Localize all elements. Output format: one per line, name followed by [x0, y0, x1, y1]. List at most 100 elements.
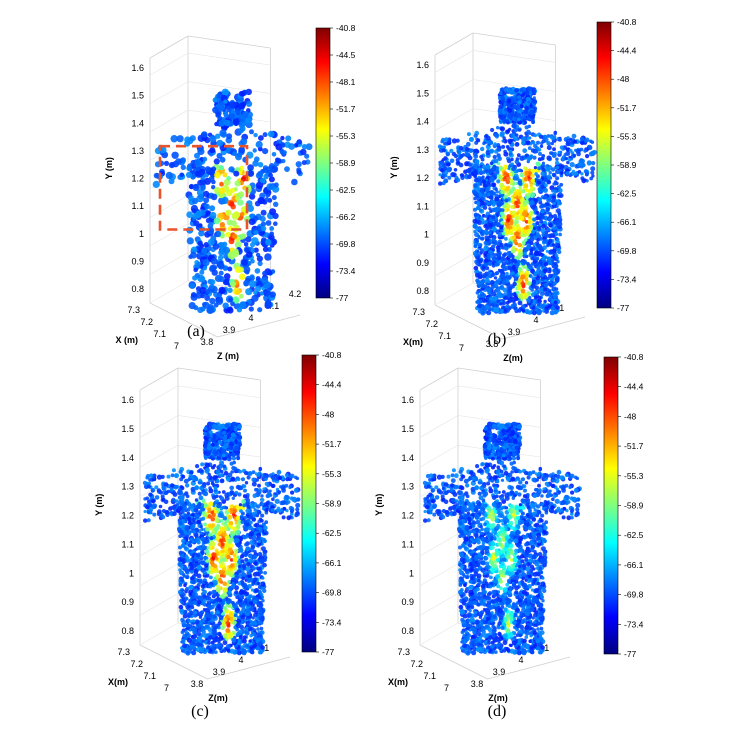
point [555, 165, 559, 170]
z-tick-label: 3.9 [508, 327, 521, 337]
panel-b: 0.80.911.11.21.31.41.51.6Y (m)7.37.27.17… [389, 17, 637, 363]
grid-line [177, 385, 261, 399]
point [521, 309, 526, 313]
point [552, 214, 558, 219]
point [257, 307, 263, 313]
point [206, 592, 211, 597]
point [511, 210, 517, 216]
axis-frame-line [187, 35, 271, 49]
point [539, 237, 543, 241]
point [218, 263, 225, 270]
point [542, 245, 547, 251]
point [227, 112, 236, 120]
point [549, 151, 553, 155]
point [445, 151, 451, 157]
point [473, 212, 478, 217]
point [545, 249, 550, 253]
point [535, 221, 540, 226]
point [534, 172, 538, 176]
point [507, 289, 512, 295]
point [195, 464, 200, 469]
point [543, 220, 547, 225]
point [490, 127, 495, 133]
point [257, 260, 263, 267]
point [551, 243, 556, 247]
point [504, 222, 509, 227]
point [523, 183, 528, 188]
point [465, 146, 470, 152]
point [273, 221, 278, 226]
point [219, 129, 227, 137]
point [252, 493, 258, 499]
point [492, 154, 497, 160]
point [531, 279, 536, 284]
point [502, 118, 507, 124]
point [238, 191, 245, 198]
point [580, 158, 585, 164]
point [551, 287, 555, 292]
point [558, 163, 563, 167]
point [534, 149, 539, 154]
y-tick-label: 1.6 [121, 395, 134, 405]
point [256, 627, 260, 631]
point [197, 171, 204, 178]
point [477, 227, 482, 231]
point [255, 276, 261, 281]
point [236, 152, 243, 158]
grid-line [434, 282, 474, 306]
point [489, 296, 494, 302]
point [543, 203, 547, 208]
point [240, 138, 248, 146]
point [493, 301, 497, 305]
point [509, 178, 514, 183]
panel-caption: (b) [488, 331, 507, 348]
point [527, 281, 532, 286]
point [506, 204, 511, 209]
grid-line [434, 253, 474, 277]
point [440, 139, 445, 144]
point [542, 239, 547, 244]
colorbar-tick-label: -62.5 [617, 189, 637, 199]
point [541, 223, 546, 229]
point [511, 271, 515, 275]
point [486, 241, 492, 246]
point [229, 485, 234, 491]
point [495, 190, 499, 194]
point [567, 157, 572, 162]
point [483, 241, 488, 245]
point [251, 477, 256, 483]
point [473, 196, 477, 201]
point [520, 104, 524, 109]
point [533, 271, 538, 276]
colorbar-tick-label: -77 [336, 293, 349, 303]
point [490, 307, 494, 311]
point [497, 277, 502, 282]
point [201, 247, 208, 254]
point [301, 160, 307, 166]
point [571, 133, 577, 139]
point [529, 213, 533, 217]
point [524, 125, 529, 130]
point [451, 138, 457, 144]
point [244, 116, 252, 125]
point [472, 218, 478, 224]
point [478, 258, 483, 264]
point [514, 133, 519, 137]
point [510, 162, 514, 166]
point [273, 182, 279, 188]
point [498, 175, 503, 181]
point [526, 86, 532, 92]
point [537, 166, 541, 171]
point [491, 215, 496, 220]
point [542, 134, 548, 140]
point [483, 261, 489, 267]
point [247, 584, 252, 589]
point [500, 309, 504, 313]
point [253, 612, 258, 618]
grid-line [149, 52, 189, 76]
point [508, 140, 512, 145]
point [441, 148, 446, 153]
x-tick-label: 7 [164, 683, 169, 693]
point [496, 247, 501, 253]
z-tick-label: 3.9 [223, 325, 236, 335]
